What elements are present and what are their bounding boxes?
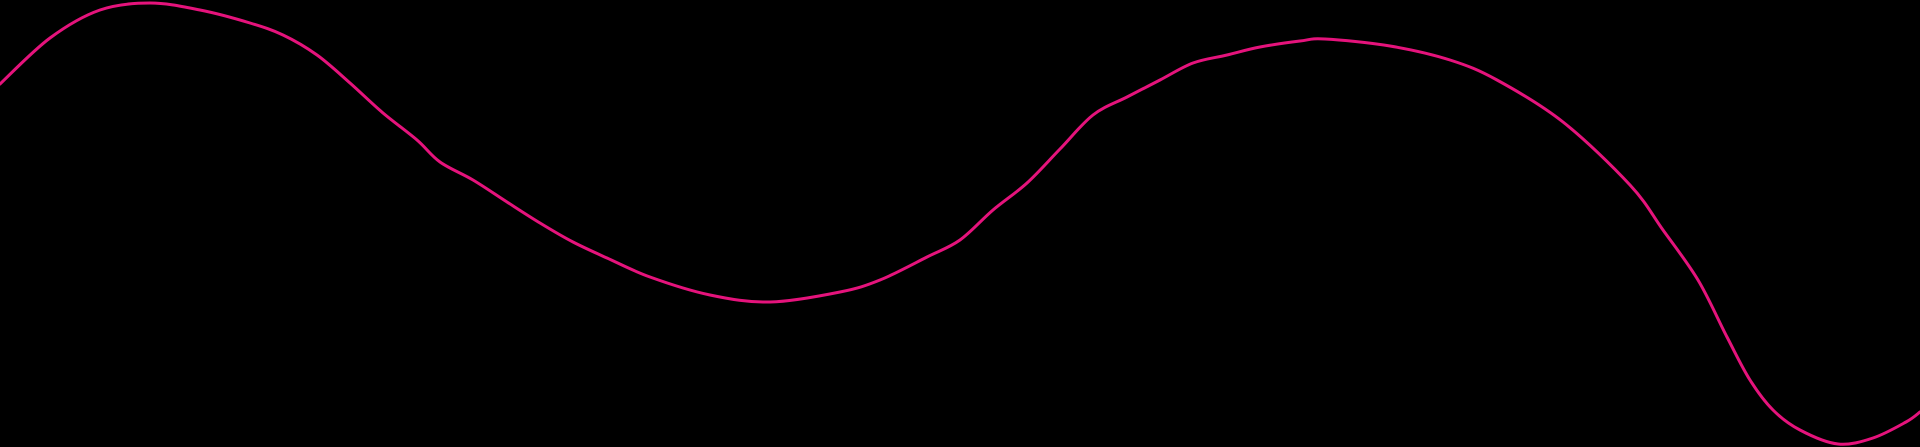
chart-canvas bbox=[0, 0, 1920, 447]
curve-plot bbox=[0, 0, 1920, 447]
plot-background bbox=[0, 0, 1920, 447]
curve-line bbox=[0, 1, 1920, 446]
